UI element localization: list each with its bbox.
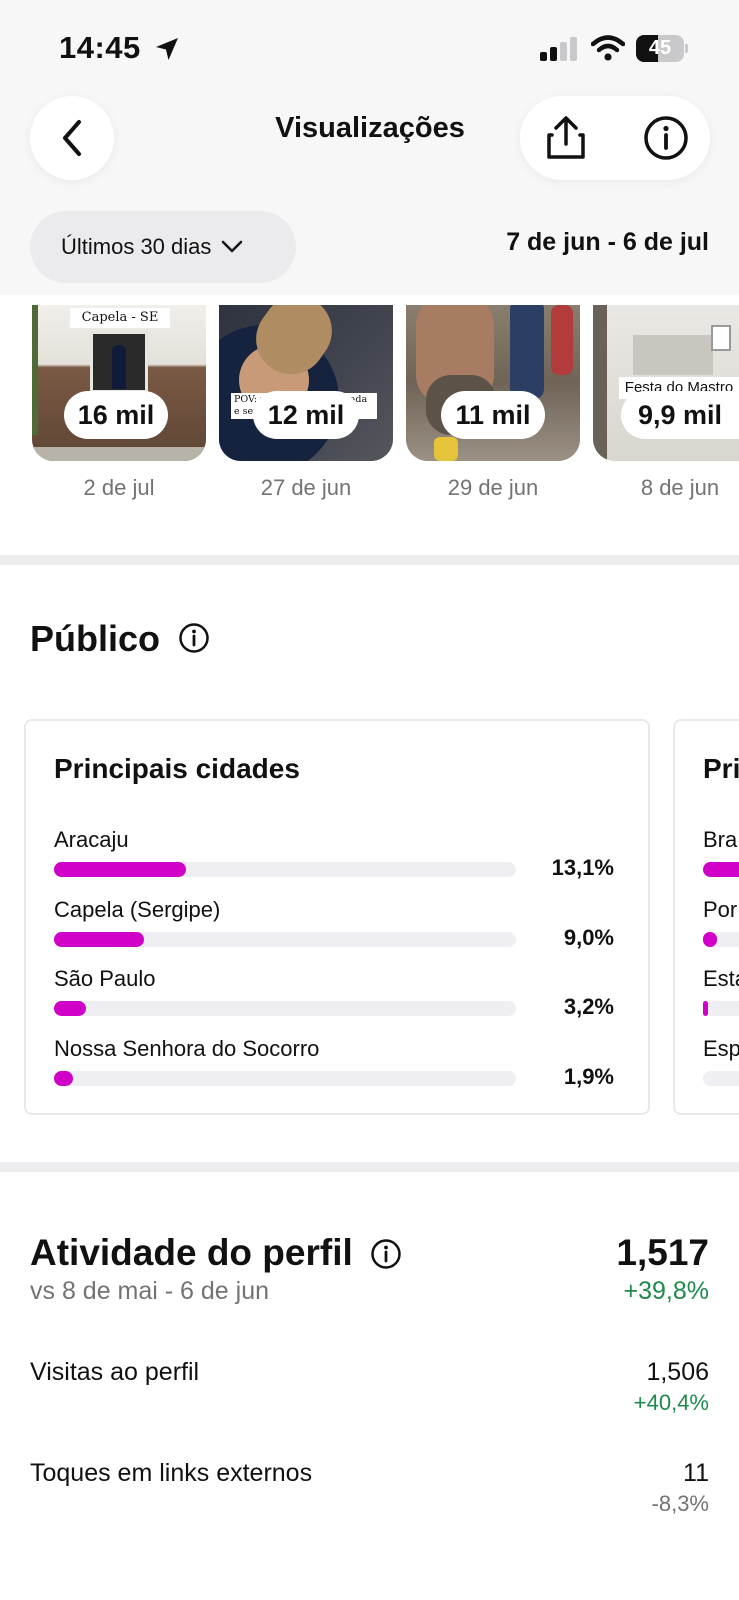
views-badge: 9,9 mil xyxy=(621,391,739,439)
city-bar-track xyxy=(54,932,516,947)
status-time: 14:45 xyxy=(59,30,141,65)
city-name: São Paulo xyxy=(54,966,156,991)
thumbnail-date: 8 de jun xyxy=(640,475,720,500)
city-bar-fill xyxy=(54,1071,73,1086)
city-percentage: 1,9% xyxy=(563,1064,614,1089)
chevron-down-icon xyxy=(222,240,243,253)
city-name: Capela (Sergipe) xyxy=(54,897,221,922)
views-badge: 12 mil xyxy=(253,391,359,439)
city-name: Nossa Senhora do Socorro xyxy=(54,1036,320,1061)
city-row: Nossa Senhora do Socorro 1,9% xyxy=(54,1036,614,1104)
country-row: Esta xyxy=(703,966,739,1034)
section-divider xyxy=(0,555,739,565)
comparison-period: vs 8 de mai - 6 de jun xyxy=(30,1277,270,1305)
page-title: Visualizações xyxy=(275,112,465,144)
country-name: Esp xyxy=(703,1036,739,1061)
top-countries-card[interactable]: Pri Bra Por Esta Esp xyxy=(673,719,739,1115)
city-percentage: 13,1% xyxy=(551,855,614,880)
header: Visualizações Últimos 30 dias 7 de jun -… xyxy=(0,90,739,295)
share-icon xyxy=(547,116,585,159)
country-bar-fill xyxy=(703,932,717,947)
card-title: Pri xyxy=(703,753,739,784)
metric-label: Toques em links externos xyxy=(30,1459,313,1487)
city-bar-track xyxy=(54,862,516,877)
battery-level xyxy=(636,35,658,62)
country-bar-track xyxy=(703,1001,739,1016)
share-button[interactable] xyxy=(538,110,594,166)
city-percentage: 9,0% xyxy=(563,925,614,950)
section-divider xyxy=(0,1162,739,1172)
city-bar-fill xyxy=(54,1001,86,1016)
city-name: Aracaju xyxy=(54,827,129,852)
views-badge: 11 mil xyxy=(441,391,545,439)
back-chevron-icon xyxy=(63,120,81,156)
country-bar-track xyxy=(703,932,739,947)
wifi-icon xyxy=(591,35,625,61)
country-name: Esta xyxy=(703,966,739,991)
metric-label: Visitas ao perfil xyxy=(30,1358,200,1386)
activity-total-change: +39,8% xyxy=(623,1277,710,1305)
city-bar-fill xyxy=(54,932,144,947)
metric-change: +40,4% xyxy=(633,1390,709,1415)
metric-change: -8,3% xyxy=(651,1491,709,1516)
period-label: Últimos 30 dias xyxy=(61,234,212,259)
top-cities-card[interactable]: Principais cidades Aracaju 13,1% Capela (S… xyxy=(24,719,650,1115)
country-bar-fill xyxy=(703,1001,708,1016)
card-title: Principais cidades xyxy=(54,753,300,784)
city-row: Aracaju 13,1% xyxy=(54,827,614,895)
country-row: Esp xyxy=(703,1036,739,1104)
info-icon xyxy=(644,116,688,160)
signal-icon xyxy=(540,37,577,61)
country-row: Bra xyxy=(703,827,739,895)
thumbnail-date: 29 de jun xyxy=(447,475,539,500)
country-name: Bra xyxy=(703,827,738,852)
activity-total: 1,517 xyxy=(616,1232,709,1273)
city-bar-fill xyxy=(54,862,186,877)
battery-percentage: 45 xyxy=(648,37,672,59)
content-thumbnail[interactable]: Capela - SE xyxy=(32,305,206,461)
audience-title: Público xyxy=(30,618,161,659)
battery-icon: 45 xyxy=(636,35,688,62)
thumbnail-date: 27 de jun xyxy=(260,475,352,500)
country-bar-track xyxy=(703,1071,739,1086)
date-range: 7 de jun - 6 de jul xyxy=(506,228,709,256)
country-bar-track xyxy=(703,862,739,877)
info-button[interactable] xyxy=(638,110,694,166)
activity-title: Atividade do perfil xyxy=(30,1232,353,1273)
metric-value: 11 xyxy=(683,1459,709,1487)
period-dropdown[interactable]: Últimos 30 dias xyxy=(30,211,296,283)
country-name: Por xyxy=(703,897,738,922)
country-row: Por xyxy=(703,897,739,965)
thumbnail-date: 2 de jul xyxy=(83,475,155,500)
city-row: Capela (Sergipe) 9,0% xyxy=(54,897,614,965)
info-icon[interactable] xyxy=(370,1238,402,1270)
city-row: São Paulo 3,2% xyxy=(54,966,614,1034)
back-button[interactable] xyxy=(30,96,114,180)
location-arrow-icon xyxy=(156,38,178,60)
thumbnail-caption: Capela - SE xyxy=(70,308,170,328)
city-bar-track xyxy=(54,1001,516,1016)
status-bar: 14:45 45 xyxy=(0,0,739,90)
header-actions xyxy=(520,96,710,180)
country-bar-fill xyxy=(703,862,739,877)
views-badge: 16 mil xyxy=(64,391,168,439)
info-icon[interactable] xyxy=(178,622,210,654)
top-content-strip: Capela - SE 16 mil 2 de jul POV: você fi… xyxy=(0,295,739,545)
city-bar-track xyxy=(54,1071,516,1086)
city-percentage: 3,2% xyxy=(563,994,614,1019)
metric-value: 1,506 xyxy=(646,1358,709,1386)
